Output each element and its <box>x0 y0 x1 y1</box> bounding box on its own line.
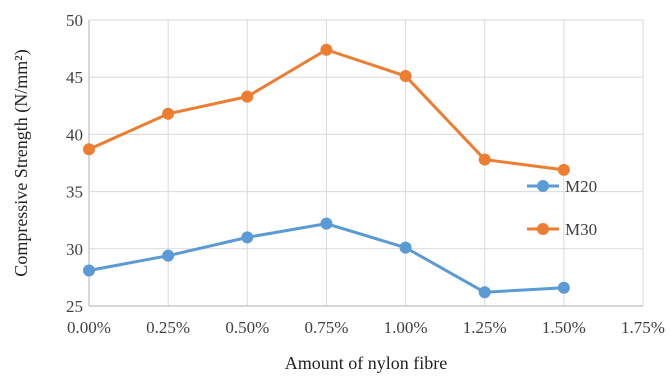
axes <box>88 20 643 307</box>
y-tick-label: 40 <box>66 125 83 144</box>
x-tick-label: 0.25% <box>146 318 190 337</box>
x-tick-label: 0.00% <box>67 318 111 337</box>
x-tick-labels: 0.00% 0.25% 0.50% 0.75% 1.00% 1.25% 1.50% 1.75% <box>67 318 665 337</box>
data-point-m20 <box>162 249 175 262</box>
x-tick-label: 1.50% <box>542 318 586 337</box>
legend-label-m20: M20 <box>565 177 597 196</box>
x-tick-label: 1.25% <box>463 318 507 337</box>
y-tick-label: 35 <box>66 183 83 202</box>
x-axis-title: Amount of nylon fibre <box>285 353 447 373</box>
y-tick-label: 25 <box>66 297 83 316</box>
data-point-m30 <box>83 143 95 156</box>
x-tick-label: 0.75% <box>304 318 348 337</box>
data-point-m20 <box>83 264 95 277</box>
data-point-m30 <box>399 70 412 83</box>
data-point-m20 <box>399 241 412 254</box>
y-tick-label: 50 <box>66 11 83 30</box>
y-tick-label: 30 <box>66 240 83 259</box>
x-tick-label: 0.50% <box>225 318 269 337</box>
x-tick-label: 1.00% <box>384 318 428 337</box>
data-point-m20 <box>557 281 570 294</box>
data-point-m30 <box>241 90 254 103</box>
data-point-m20 <box>478 286 491 299</box>
data-point-m30 <box>557 163 570 176</box>
y-tick-labels: 25 30 35 40 45 50 <box>66 11 83 316</box>
y-tick-label: 45 <box>66 68 83 87</box>
data-point-m30 <box>320 43 333 56</box>
grid-lines <box>88 19 644 307</box>
y-axis-title: Compressive Strength (N/mm²) <box>11 49 32 276</box>
series-group <box>83 43 570 299</box>
data-point-m30 <box>162 107 175 120</box>
legend: M20 M30 <box>527 177 597 239</box>
data-point-m30 <box>478 153 491 166</box>
data-point-m20 <box>320 217 333 230</box>
x-tick-label: 1.75% <box>621 318 665 337</box>
legend-marker-m20 <box>537 180 549 192</box>
data-point-m20 <box>241 231 254 244</box>
legend-label-m30: M30 <box>565 220 597 239</box>
legend-marker-m30 <box>537 223 549 235</box>
